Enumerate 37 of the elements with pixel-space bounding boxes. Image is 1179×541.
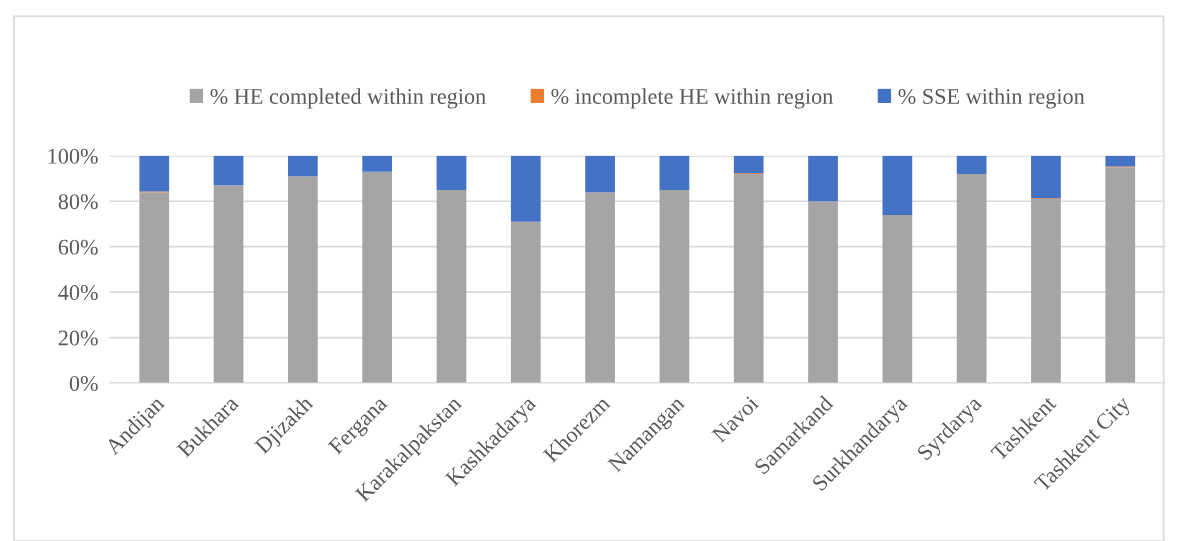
bar — [287, 155, 318, 177]
bar — [956, 155, 987, 174]
bar — [436, 189, 467, 384]
bar — [213, 155, 244, 186]
bar — [585, 155, 615, 193]
y-tick-label: 100% — [48, 148, 98, 164]
bar — [733, 173, 764, 384]
bar — [1105, 167, 1136, 384]
bar — [362, 155, 393, 172]
legend-label: % SSE within region — [898, 88, 1085, 109]
bar — [1105, 155, 1136, 167]
bar — [1031, 198, 1061, 384]
bar — [1031, 155, 1061, 199]
bar — [808, 201, 838, 384]
bar — [213, 185, 244, 384]
bar — [510, 155, 541, 222]
y-tick-label: 20% — [58, 330, 98, 346]
bar — [733, 155, 764, 174]
y-tick-label: 40% — [58, 285, 98, 301]
bar — [659, 189, 690, 384]
bar — [362, 171, 393, 384]
bar — [436, 155, 467, 190]
bar — [139, 155, 170, 192]
legend-label: % incomplete HE within region — [551, 88, 833, 109]
bar — [808, 155, 838, 202]
legend-label: % HE completed within region — [210, 88, 486, 109]
bar — [287, 176, 318, 384]
bar — [956, 173, 987, 384]
bar — [659, 155, 690, 190]
y-tick-label: 60% — [58, 239, 98, 255]
bar — [585, 192, 615, 384]
bar — [510, 221, 541, 384]
bar — [882, 214, 913, 384]
y-tick-label: 80% — [58, 194, 98, 210]
bar — [882, 155, 913, 215]
bar — [139, 192, 170, 384]
y-tick-label: 0% — [69, 375, 98, 392]
